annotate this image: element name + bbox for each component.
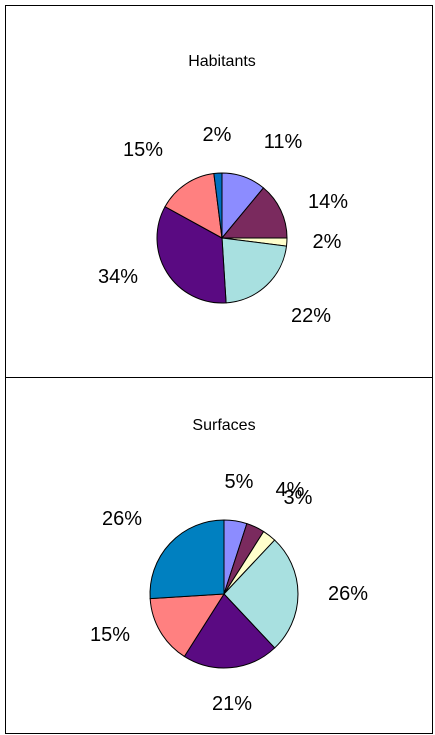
- pie-labels-surfaces: 5% 4% 3% 26% 21% 15% 26%: [90, 471, 368, 715]
- pie-data-label: 4%: [276, 479, 305, 501]
- chart-title: Surfaces: [192, 417, 255, 434]
- pie-data-label: 15%: [123, 139, 163, 161]
- pie-slice: [223, 539, 299, 649]
- pie-data-label: 2%: [313, 231, 342, 253]
- pie-data-label: 2%: [203, 124, 232, 146]
- pie-slice: [149, 519, 225, 600]
- pie-slices-habitants: [156, 172, 288, 304]
- pie-slice: [183, 593, 276, 669]
- pie-slice: [149, 593, 225, 658]
- chart-title: Habitants: [188, 53, 256, 70]
- pie-data-label: 21%: [212, 693, 252, 715]
- chart-panel-habitants: Habitants 11% 14% 2% 22% 34% 15% 2%: [5, 5, 433, 378]
- pie-data-label: 26%: [328, 583, 368, 605]
- pie-data-label: 14%: [308, 191, 348, 213]
- pie-slice: [213, 172, 223, 239]
- pie-data-label: 5%: [225, 471, 254, 493]
- pie-data-label: 22%: [291, 305, 331, 327]
- pie-slice: [164, 172, 223, 239]
- pie-data-label: 15%: [90, 624, 130, 646]
- pie-slice: [221, 237, 288, 304]
- pie-data-label: 3%: [284, 487, 313, 509]
- pie-slices-surfaces: [149, 519, 299, 669]
- pie-data-label: 34%: [98, 266, 138, 288]
- chart-panel-surfaces: Surfaces 5% 4% 3% 26% 21% 15% 26%: [5, 377, 433, 734]
- pie-data-label: 11%: [264, 131, 303, 153]
- pie-data-label: 26%: [102, 508, 142, 530]
- pie-slice: [220, 187, 288, 239]
- pie-labels-habitants: 11% 14% 2% 22% 34% 15% 2%: [98, 124, 348, 327]
